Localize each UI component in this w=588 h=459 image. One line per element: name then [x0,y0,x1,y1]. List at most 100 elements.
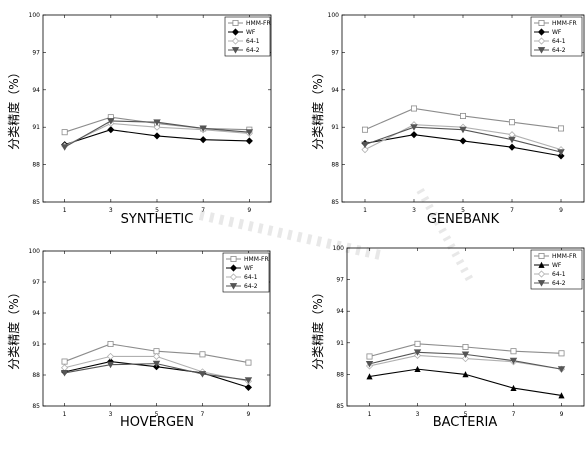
data-point [557,152,565,160]
legend-marker [537,28,546,36]
data-point [244,377,253,384]
data-point [410,131,418,139]
legend: HMM-FR WF 64-1 64-2 [222,252,270,293]
data-point [60,144,69,151]
y-tick-label: 94 [32,310,40,317]
legend: HMM-FR WF 64-1 64-2 [224,16,271,57]
y-tick-label: 100 [29,248,41,255]
x-tick-label: 5 [464,411,468,418]
data-point [199,125,207,133]
x-tick-label: 1 [63,411,67,418]
data-point [245,137,253,145]
x-tick-label: 3 [416,411,420,418]
data-point [508,136,516,144]
data-point [462,344,469,351]
data-point [414,340,421,347]
data-point [557,366,566,373]
legend-marker [229,264,238,272]
legend: HMM-FR WF 64-1 64-2 [530,16,583,57]
y-tick-label: 100 [333,245,345,252]
data-point [509,357,518,365]
data-point [361,141,369,149]
chart-panel-1: 85 88 91 94 97 100 1 3 5 7 9 HMM-FR WF 64-1 64-2 SYNTHE… [6,12,272,227]
legend-label: 64-1 [552,271,566,278]
y-tick-label: 94 [331,87,339,94]
y-tick-label: 88 [32,162,40,169]
series-hmm-fr [366,340,565,360]
x-tick-label: 1 [363,207,367,214]
data-point [558,125,565,132]
data-point [508,143,516,151]
data-point [459,112,466,119]
y-tick-label: 97 [32,49,40,56]
y-tick-label: 88 [331,162,339,169]
legend-label: HMM-FR [552,253,577,260]
data-point [244,383,253,391]
data-point [410,124,418,131]
data-point [198,371,207,378]
y-tick-label: 85 [32,199,40,206]
x-axis-label: SYNTHETIC [121,212,194,227]
x-tick-label: 1 [368,411,372,418]
x-tick-label: 3 [412,207,416,214]
y-tick-label: 91 [331,124,339,131]
y-tick-label: 97 [336,277,344,284]
legend-label: HMM-FR [246,20,271,27]
data-point [107,340,114,347]
data-point [558,350,565,357]
y-tick-label: 85 [336,403,344,410]
y-tick-label: 88 [32,372,40,379]
data-point [459,137,467,145]
legend-label: WF [552,29,562,36]
series-64-1 [60,352,253,385]
x-axis-label: GENEBANK [427,212,500,227]
chart-panel-4: 85 88 91 94 97 100 1 3 5 7 9 HMM-FR WF 64-1 64-2 BACTER… [310,245,585,430]
data-point [366,353,373,360]
legend-label: 64-1 [244,274,258,281]
data-point [459,126,467,134]
data-point [61,129,68,136]
x-axis-label: BACTERIA [433,415,498,430]
y-tick-label: 91 [336,340,344,347]
data-point [558,392,565,399]
x-tick-label: 9 [560,411,564,418]
series-wf [61,126,253,149]
data-point [510,348,517,355]
data-point [461,351,470,358]
x-tick-label: 3 [109,411,113,418]
data-point [361,146,369,154]
legend-label: 64-2 [552,47,566,54]
legend-marker [537,280,546,287]
y-axis-label: 分类精度（%） [6,286,21,369]
x-tick-label: 7 [201,207,205,214]
series-64-1 [361,121,565,154]
data-point [557,149,565,156]
x-tick-label: 9 [247,207,251,214]
data-point [509,119,516,126]
series-hmm-fr [361,105,565,133]
data-point [153,123,161,131]
y-tick-label: 100 [328,12,340,19]
y-tick-label: 91 [32,124,40,131]
x-tick-label: 5 [155,411,159,418]
legend-label: 64-1 [552,38,566,45]
legend-marker [537,270,546,278]
legend-label: 64-2 [552,280,566,287]
data-point [153,132,161,140]
data-point [414,365,421,373]
y-axis-label: 分类精度（%） [310,286,325,369]
y-tick-label: 100 [29,12,41,19]
data-point [152,352,161,360]
y-tick-label: 94 [32,87,40,94]
data-point [199,136,207,144]
legend-marker [229,283,238,290]
data-point [245,129,254,136]
x-tick-label: 7 [510,207,514,214]
x-axis-label: HOVERGEN [120,415,194,430]
data-point [413,349,422,356]
data-point [61,358,68,365]
y-tick-label: 85 [32,403,40,410]
chart-panel-2: 85 88 91 94 97 100 1 3 5 7 9 HMM-FR WF 64-1 64-2 GENEBA… [310,12,585,227]
y-tick-label: 88 [336,371,344,378]
data-point [153,119,161,126]
